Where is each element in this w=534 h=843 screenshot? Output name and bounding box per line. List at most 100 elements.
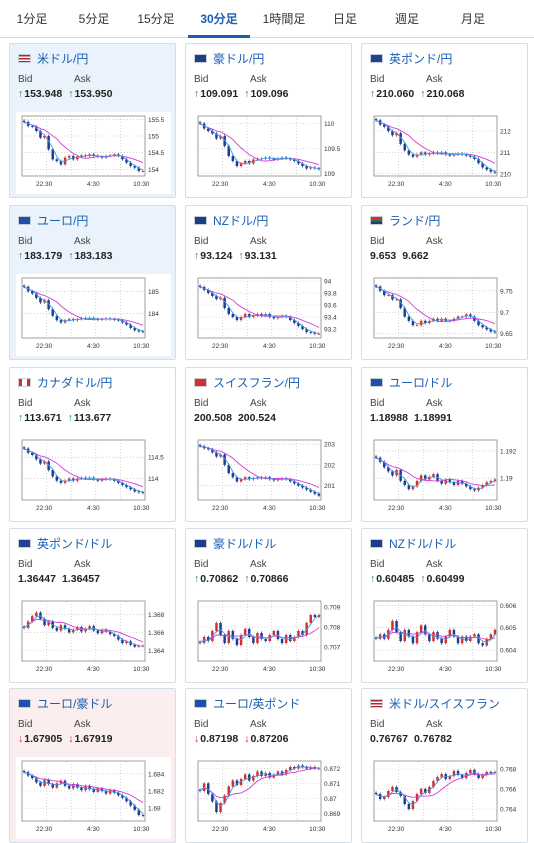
us-ch-flag (370, 698, 383, 708)
tab-1hour[interactable]: 1時間足 (262, 12, 306, 26)
candle (141, 644, 145, 648)
candle (141, 169, 145, 173)
y-tick-label: 0.606 (500, 603, 517, 610)
candle (383, 632, 386, 641)
price-chart[interactable]: 114.5 114 22:30 4:30 10:30 (16, 436, 171, 518)
nz-jp-flag (194, 215, 207, 225)
ma-short-line (375, 771, 496, 806)
y-tick-label: 9.7 (500, 310, 509, 317)
y-tick-label: 1.368 (148, 612, 165, 619)
card-header: 豪ドル/ドル (194, 536, 277, 551)
pair-name-link[interactable]: 豪ドル/円 (213, 51, 265, 66)
candle (374, 455, 378, 460)
tab-daily[interactable]: 日足 (332, 12, 357, 26)
candle (469, 484, 472, 491)
candlestick-chart: 0.872 0.871 0.87 0.869 22:30 4:30 10:30 (192, 757, 347, 839)
price-chart[interactable]: 212 211 210 22:30 4:30 10:30 (368, 112, 523, 194)
pair-name-link[interactable]: 米ドル/円 (37, 51, 89, 66)
price-chart[interactable]: 203 202 201 22:30 4:30 10:30 (192, 436, 347, 518)
candle (419, 150, 423, 157)
ma-short-line (199, 286, 319, 334)
x-tick-label: 22:30 (388, 826, 405, 833)
pair-name-link[interactable]: NZドル/ドル (389, 536, 457, 551)
ma-long-line (375, 773, 495, 798)
pair-name-link[interactable]: ユーロ/英ポンド (213, 696, 301, 711)
ask-price: 9.662 (402, 250, 429, 262)
price-chart[interactable]: 0.709 0.708 0.707 22:30 4:30 10:30 (192, 597, 347, 679)
pair-name-link[interactable]: NZドル/円 (213, 213, 269, 228)
gb-jp-flag (370, 53, 383, 63)
price-chart[interactable]: 94 93.8 93.6 93.4 93.2 22:30 4:30 10:30 (192, 274, 347, 356)
candle (465, 482, 468, 488)
pair-name-link[interactable]: ユーロ/円 (37, 213, 89, 228)
candle (395, 619, 398, 634)
price-chart[interactable]: 1.368 1.366 1.364 22:30 4:30 10:30 (16, 597, 171, 679)
candle (129, 323, 132, 330)
rate-card[interactable]: ランド/円 Bid Ask 9.653 9.662 9.75 9.7 9.65 22:… (361, 205, 528, 360)
price-chart[interactable]: 9.75 9.7 9.65 22:30 4:30 10:30 (368, 274, 523, 356)
pair-name-link[interactable]: ユーロ/ドル (389, 375, 453, 390)
candle (117, 634, 120, 642)
pair-name-link[interactable]: ランド/円 (389, 213, 441, 228)
candle (489, 327, 493, 334)
ask-label: Ask (74, 74, 91, 85)
pair-name-link[interactable]: 豪ドル/ドル (213, 536, 277, 551)
pair-name-link[interactable]: 米ドル/スイスフラン (389, 696, 500, 711)
price-chart[interactable]: 0.606 0.605 0.604 22:30 4:30 10:30 (368, 597, 523, 679)
candle (47, 459, 50, 472)
timeframe-tabs: 1分足 5分足 15分足 30分足 1時間足 日足 週足 月足 (0, 0, 534, 38)
rate-card[interactable]: 豪ドル/ドル Bid Ask ↑ 0.70862 ↑ 0.70866 0.709… (185, 528, 352, 683)
candle (219, 801, 222, 814)
y-tick-label: 94 (324, 279, 332, 286)
price-chart[interactable]: 185 184 22:30 4:30 10:30 (16, 274, 171, 356)
candle (493, 478, 497, 483)
tab-30min[interactable]: 30分足 (188, 0, 250, 38)
tab-monthly[interactable]: 月足 (460, 12, 485, 26)
candle (235, 779, 239, 787)
candle (129, 799, 132, 808)
price-row: ↑ 183.179 ↑ 183.183 (18, 250, 112, 262)
price-chart[interactable]: 0.872 0.871 0.87 0.869 22:30 4:30 10:30 (192, 757, 347, 839)
rate-card[interactable]: ユーロ/円 Bid Ask ↑ 183.179 ↑ 183.183 185 184… (9, 205, 176, 360)
tab-weekly[interactable]: 週足 (394, 12, 419, 26)
pair-name-link[interactable]: 英ポンド/円 (389, 51, 453, 66)
candle (137, 328, 141, 333)
rate-card[interactable]: 米ドル/スイスフラン Bid Ask 0.76767 0.76782 0.768… (361, 688, 528, 843)
x-tick-label: 22:30 (212, 666, 229, 673)
price-chart[interactable]: 155.5 155 154.5 154 22:30 4:30 10:30 (16, 112, 171, 194)
rate-card[interactable]: NZドル/ドル Bid Ask ↑ 0.60485 ↑ 0.60499 0.60… (361, 528, 528, 683)
rate-card[interactable]: 豪ドル/円 Bid Ask ↑ 109.091 ↑ 109.096 110 109… (185, 43, 352, 198)
rate-card[interactable]: NZドル/円 Bid Ask ↑ 93.124 ↑ 93.131 94 93.8 9… (185, 205, 352, 360)
bid-label: Bid (18, 236, 33, 247)
pair-name-link[interactable]: スイスフラン/円 (213, 375, 300, 390)
x-tick-label: 4:30 (439, 343, 452, 350)
rate-card[interactable]: 英ポンド/ドル Bid Ask 1.36447 1.36457 1.368 1.3… (9, 528, 176, 683)
price-chart[interactable]: 1.684 1.682 1.68 22:30 4:30 10:30 (16, 757, 171, 839)
ma-short-line (23, 286, 144, 332)
rate-card[interactable]: ユーロ/ドル Bid Ask 1.18988 1.18991 1.192 1.19… (361, 367, 528, 522)
price-chart[interactable]: 0.768 0.766 0.764 22:30 4:30 10:30 (368, 757, 523, 839)
tab-5min[interactable]: 5分足 (78, 12, 110, 26)
price-chart[interactable]: 110 109.5 109 22:30 4:30 10:30 (192, 112, 347, 194)
rate-card[interactable]: 米ドル/円 Bid Ask ↑ 153.948 ↑ 153.950 155.5 1… (9, 43, 176, 198)
candle (305, 164, 308, 170)
tab-1min[interactable]: 1分足 (16, 12, 48, 26)
ma-short-line (23, 771, 144, 814)
y-tick-label: 0.708 (324, 625, 341, 632)
rate-card[interactable]: カナダドル/円 Bid Ask ↑ 113.671 ↑ 113.677 114.… (9, 367, 176, 522)
candle (215, 132, 218, 140)
ask-price: ↑ 109.096 (244, 88, 289, 100)
rate-card[interactable]: ユーロ/豪ドル Bid Ask ↓ 1.67905 ↓ 1.67919 1.68… (9, 688, 176, 843)
bid-price: ↑ 183.179 (18, 250, 63, 262)
card-header: 米ドル/円 (18, 51, 89, 66)
rate-card[interactable]: 英ポンド/円 Bid Ask ↑ 210.060 ↑ 210.068 212 21… (361, 43, 528, 198)
pair-name-link[interactable]: 英ポンド/ドル (37, 536, 113, 551)
price-chart[interactable]: 1.192 1.19 22:30 4:30 10:30 (368, 436, 523, 518)
plot-area (373, 439, 498, 501)
rate-card[interactable]: ユーロ/英ポンド Bid Ask ↓ 0.87198 ↓ 0.87206 0.8… (185, 688, 352, 843)
tab-15min[interactable]: 15分足 (137, 12, 175, 26)
pair-name-link[interactable]: カナダドル/円 (37, 375, 113, 390)
rate-card[interactable]: スイスフラン/円 Bid Ask 200.508 200.524 203 202 2… (185, 367, 352, 522)
pair-name-link[interactable]: ユーロ/豪ドル (37, 696, 113, 711)
candle (395, 131, 398, 137)
